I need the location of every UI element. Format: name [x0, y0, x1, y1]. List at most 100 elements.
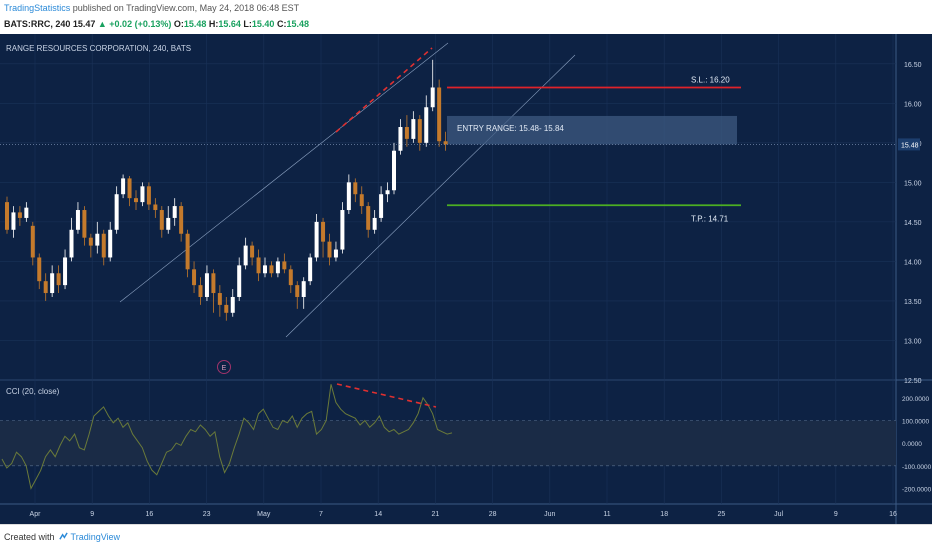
candle-body: [314, 221, 319, 258]
candle-body: [217, 293, 222, 305]
candle-body: [398, 127, 403, 151]
channel-upper-line: [119, 42, 449, 303]
candle-body: [37, 257, 42, 282]
price-value: 15.47: [70, 19, 98, 29]
candle-body: [192, 269, 197, 286]
candle-body: [243, 245, 248, 266]
price-divergence-line: [335, 47, 433, 133]
channel-lower-line: [285, 54, 576, 338]
earnings-event-marker[interactable]: E: [217, 360, 231, 374]
candle-body: [308, 257, 313, 282]
tradingview-logo-icon: [58, 532, 68, 540]
time-tick-label: Jun: [544, 511, 555, 518]
candle-body: [321, 221, 326, 242]
time-tick-label: 25: [718, 511, 726, 518]
candle-body: [359, 194, 364, 207]
cci-tick-label: -100.0000: [902, 464, 932, 471]
publisher-link[interactable]: TradingStatistics: [4, 3, 71, 13]
c-value: 15.48: [286, 19, 309, 29]
candle-body: [327, 241, 332, 258]
time-tick-label: 16: [889, 511, 897, 518]
price-axis-background: [896, 34, 932, 524]
price-tick-label: 13.50: [904, 299, 922, 306]
candle-body: [275, 261, 280, 274]
candle-body: [146, 186, 151, 205]
candle-body: [263, 265, 267, 274]
candle-body: [230, 296, 235, 313]
time-tick-label: Jul: [774, 511, 783, 518]
candle-body: [295, 285, 300, 297]
candle-body: [172, 206, 177, 218]
candle-body: [56, 273, 61, 286]
chart-header: TradingStatistics published on TradingVi…: [0, 0, 932, 34]
candle-body: [185, 233, 190, 270]
time-tick-label: 9: [834, 511, 838, 518]
candle-body: [250, 245, 255, 258]
candle-body: [224, 304, 229, 313]
candle-body: [75, 210, 80, 230]
candle-body: [95, 233, 100, 246]
candle-body: [11, 212, 16, 230]
candle-body: [379, 194, 384, 218]
candle-body: [404, 127, 409, 139]
candle-body: [340, 210, 345, 250]
time-tick-label: 23: [203, 511, 211, 518]
candle-body: [282, 261, 287, 270]
published-text: published on TradingView.com, May 24, 20…: [70, 3, 300, 13]
candle-body: [269, 265, 274, 274]
candle-body: [166, 217, 171, 230]
price-tick-label: 15.00: [904, 180, 922, 187]
candle-body: [101, 233, 106, 258]
stop-loss-label: S.L.: 16.20: [691, 75, 730, 84]
trend-channel: [119, 42, 576, 338]
c-label: C:: [274, 19, 287, 29]
earnings-event-label: E: [222, 365, 227, 372]
time-tick-label: 18: [660, 511, 668, 518]
time-tick-label: 14: [374, 511, 382, 518]
candle-body: [437, 87, 442, 142]
candle-body: [385, 190, 390, 195]
publish-info: TradingStatistics published on TradingVi…: [4, 3, 299, 13]
h-label: H:: [206, 19, 219, 29]
cci-title: CCI (20, close): [6, 387, 60, 396]
time-tick-label: 11: [603, 511, 610, 518]
candle-body: [372, 217, 377, 230]
change-value: ▲ +0.02 (+0.13%): [97, 19, 172, 29]
cci-divergence-line: [336, 383, 437, 408]
symbol-info: BATS:RRC, 240 15.47 ▲ +0.02 (+0.13%) O:1…: [4, 19, 309, 29]
price-tick-label: 14.00: [904, 259, 922, 266]
created-with-label: Created with: [4, 532, 55, 542]
entry-range-box: [447, 115, 737, 145]
candle-body: [346, 182, 351, 211]
time-tick-label: 21: [432, 511, 440, 518]
candle-body: [256, 257, 261, 274]
take-profit-label: T.P.: 14.71: [691, 214, 729, 223]
candle-body: [430, 87, 435, 108]
candle-body: [204, 273, 209, 297]
candle-body: [114, 194, 119, 230]
last-price-marker: 15.48: [0, 138, 920, 151]
candle-body: [179, 206, 184, 234]
candle-body: [43, 281, 48, 294]
candle-body: [159, 210, 164, 230]
candle-body: [24, 207, 29, 218]
cci-band: [0, 420, 896, 466]
chart-canvas[interactable]: 16.5016.0015.5015.0014.5014.0013.5013.00…: [0, 34, 932, 524]
earnings-event-circle: [217, 360, 231, 374]
candle-body: [50, 273, 55, 294]
time-tick-label: 7: [319, 511, 323, 518]
candle-body: [366, 206, 371, 230]
candle-body: [211, 273, 216, 294]
entry-range-label: ENTRY RANGE: 15.48- 15.84: [457, 124, 564, 133]
candle-body: [69, 229, 74, 258]
candle-body: [127, 178, 132, 199]
chart-footer: Created with TradingView: [0, 524, 932, 551]
time-tick-label: 28: [489, 511, 497, 518]
cci-tick-label: 100.0000: [902, 418, 929, 425]
cci-axis: 200.0000 100.0000 0.0000 -100.0000 -200.0000: [0, 396, 932, 493]
tradingview-link[interactable]: TradingView: [70, 532, 121, 542]
candle-body: [140, 186, 145, 203]
candle-body: [198, 285, 203, 297]
candle-body: [333, 249, 338, 258]
candle-body: [17, 212, 22, 218]
